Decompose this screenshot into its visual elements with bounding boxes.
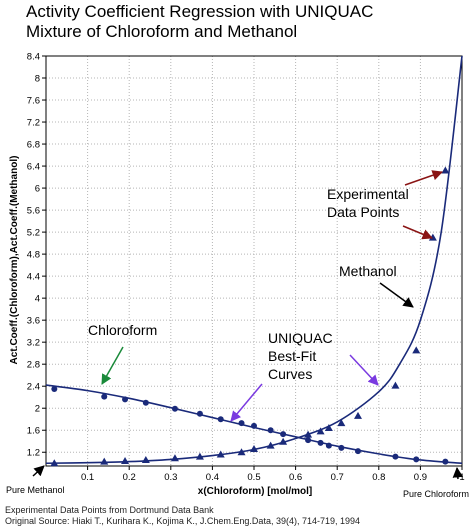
data-point-methanol	[391, 381, 400, 389]
data-point-methanol	[250, 444, 258, 452]
y-tick-label: 5.6	[27, 206, 40, 217]
y-tick-labels: 1.2 1.6 2 2.4 2.8 3.2 3.6 4 4.4 4.8 5.2 5.6 6 6.4 6.8 7…	[27, 52, 46, 459]
data-point-chloroform	[142, 399, 149, 406]
y-tick-label: 4	[35, 294, 40, 305]
y-tick-label: 6	[35, 184, 40, 195]
data-point-methanol	[195, 452, 204, 460]
y-tick-label: 1.2	[27, 448, 40, 459]
source-note-2: Original Source: Hiaki T., Kurihara K., …	[5, 516, 361, 526]
x-tick-label: 0.8	[372, 472, 385, 483]
arrow-pure-chloroform	[452, 466, 464, 480]
arrow-uniquac-right	[349, 354, 379, 386]
annotation-methanol: Methanol	[339, 263, 397, 279]
y-tick-label: 2.4	[27, 382, 40, 393]
y-tick-label: 7.2	[27, 118, 40, 129]
data-point-methanol	[170, 454, 179, 462]
arrow-chloroform	[101, 346, 124, 385]
arrow-experimental-upper	[404, 170, 443, 186]
y-tick-label: 6.4	[27, 162, 40, 173]
data-point-methanol	[324, 424, 333, 432]
data-point-chloroform	[392, 453, 399, 460]
data-point-chloroform	[280, 431, 287, 438]
data-point-methanol	[216, 450, 225, 458]
data-point-methanol	[50, 459, 59, 467]
y-tick-label: 2	[35, 404, 40, 415]
data-point-chloroform	[338, 444, 345, 451]
x-tick-label: 0.5	[247, 472, 260, 483]
x-tick-labels: 0.1 0.2 0.3 0.4 0.5 0.6 0.7 0.8 0.9 1	[81, 466, 465, 483]
y-tick-label: 3.6	[27, 316, 40, 327]
x-tick-label: 0.7	[331, 472, 344, 483]
data-point-methanol	[337, 419, 346, 427]
data-point-chloroform	[51, 385, 58, 392]
y-tick-label: 8.4	[27, 52, 40, 63]
data-point-chloroform	[101, 393, 108, 400]
arrow-methanol	[379, 282, 414, 308]
data-point-chloroform	[122, 396, 129, 403]
data-point-chloroform	[442, 458, 449, 465]
data-point-chloroform	[317, 439, 324, 446]
x-tick-label: 0.4	[206, 472, 219, 483]
annotation-uniquac-1: UNIQUAC	[268, 330, 333, 346]
data-point-chloroform	[196, 410, 203, 417]
x-tick-label: 0.2	[123, 472, 136, 483]
y-axis-label: Act.Coeff.(Chloroform),Act.Coeff.(Methan…	[9, 156, 20, 365]
annotation-chloroform: Chloroform	[88, 322, 157, 338]
source-note-1: Experimental Data Points from Dortmund D…	[5, 505, 214, 515]
data-point-methanol	[266, 441, 275, 449]
annotation-experimental-2: Data Points	[327, 204, 399, 220]
data-point-methanol	[279, 437, 288, 445]
data-point-chloroform	[305, 437, 312, 444]
label-pure-chloroform: Pure Chloroform	[403, 489, 469, 499]
data-point-chloroform	[325, 442, 332, 449]
data-point-methanol	[316, 427, 325, 435]
data-point-methanol	[141, 455, 150, 463]
x-tick-label: 0.6	[289, 472, 302, 483]
x-tick-label: 0.9	[414, 472, 427, 483]
y-tick-label: 6.8	[27, 140, 40, 151]
y-tick-label: 2.8	[27, 360, 40, 371]
x-axis-label: x(Chloroform) [mol/mol]	[198, 486, 312, 497]
chart-title: Activity Coefficient Regression with UNI…	[26, 2, 374, 21]
fit-curve-methanol	[45, 55, 463, 465]
data-point-methanol	[121, 457, 130, 465]
arrow-pure-methanol	[32, 465, 45, 477]
annotation-uniquac-3: Curves	[268, 366, 312, 382]
arrow-uniquac-left	[230, 383, 263, 422]
label-pure-methanol: Pure Methanol	[6, 485, 65, 495]
data-points	[50, 166, 450, 467]
data-point-methanol	[304, 430, 313, 438]
data-point-chloroform	[238, 420, 245, 427]
data-point-chloroform	[267, 427, 274, 434]
fit-curves	[45, 55, 463, 465]
data-point-methanol	[100, 457, 109, 465]
y-tick-label: 7.6	[27, 96, 40, 107]
arrow-experimental-lower	[402, 225, 433, 240]
y-tick-label: 4.8	[27, 250, 40, 261]
annotation-experimental-1: Experimental	[327, 186, 409, 202]
data-point-chloroform	[217, 416, 224, 423]
x-tick-label: 0.1	[81, 472, 94, 483]
chart-subtitle: Mixture of Chloroform and Methanol	[26, 22, 298, 41]
y-tick-label: 4.4	[27, 272, 40, 283]
grid-lines	[46, 55, 463, 466]
data-point-chloroform	[413, 456, 420, 463]
x-tick-label: 1	[459, 472, 464, 483]
y-tick-label: 1.6	[27, 426, 40, 437]
data-point-chloroform	[171, 405, 178, 412]
data-point-methanol	[354, 411, 362, 419]
y-tick-label: 3.2	[27, 338, 40, 349]
data-point-methanol	[441, 166, 450, 174]
data-point-chloroform	[355, 448, 361, 455]
data-point-methanol	[412, 346, 421, 354]
x-tick-label: 0.3	[164, 472, 177, 483]
data-point-methanol	[237, 448, 246, 456]
y-tick-label: 8	[35, 74, 40, 85]
data-point-chloroform	[251, 422, 257, 429]
annotation-uniquac-2: Best-Fit	[268, 348, 316, 364]
y-tick-label: 5.2	[27, 228, 40, 239]
